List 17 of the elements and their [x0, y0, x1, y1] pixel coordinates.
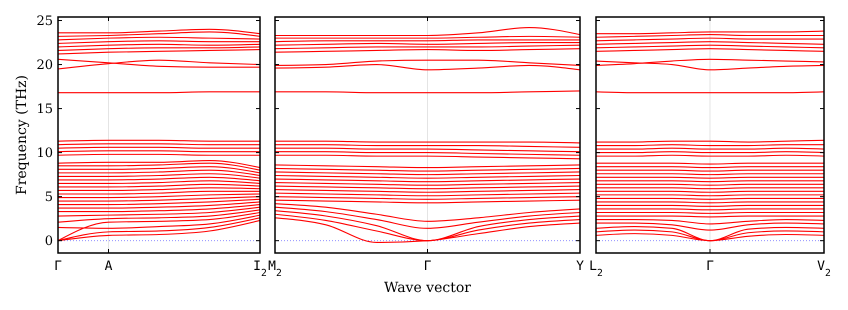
y-tick-label: 5 — [44, 190, 53, 206]
y-tick-label: 15 — [36, 102, 53, 118]
y-tick-label: 25 — [36, 14, 53, 30]
x-tick-label: Γ — [424, 259, 432, 274]
x-tick-label: Y — [576, 259, 584, 274]
x-tick-label: L$_{2}$ — [589, 259, 603, 278]
x-tick-label: Γ — [706, 259, 714, 274]
y-axis-title: Frequency (THz) — [14, 74, 30, 196]
x-tick-label: A — [104, 259, 113, 274]
x-tick-label: Γ — [54, 259, 62, 274]
y-tick-label: 20 — [36, 58, 53, 74]
x-axis-title: Wave vector — [384, 280, 472, 296]
y-tick-label: 10 — [36, 146, 53, 162]
y-tick-label: 0 — [44, 234, 53, 250]
x-tick-label: M$_{2}$ — [268, 259, 282, 278]
x-tick-label: V$_{2}$ — [817, 259, 831, 278]
x-tick-label: I$_{2}$ — [253, 259, 267, 278]
